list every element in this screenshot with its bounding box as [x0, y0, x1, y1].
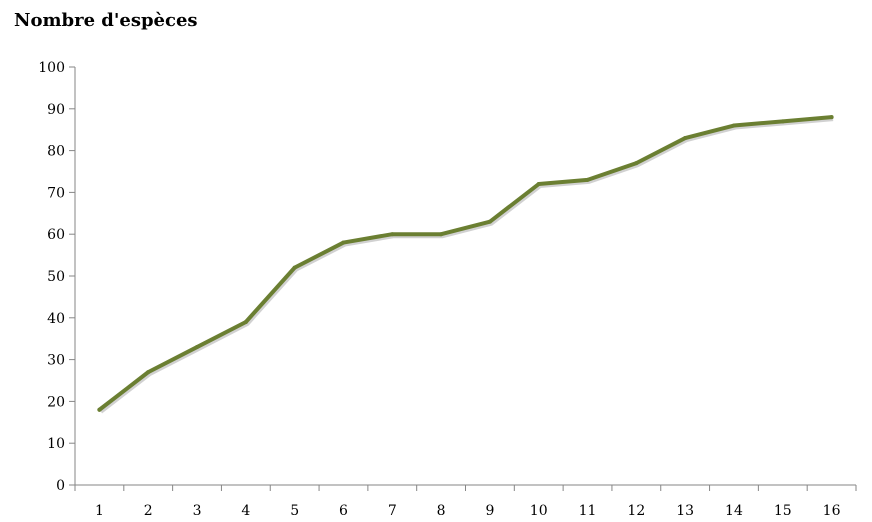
data-point — [731, 123, 736, 128]
data-point — [683, 136, 688, 141]
data-point — [829, 115, 834, 120]
data-point — [536, 182, 541, 187]
x-axis-ticks: 1 2 3 4 5 6 7 8 9 10 11 12 13 14 15 16 — [74, 485, 857, 519]
y-axis-ticks: 0 10 20 30 40 50 60 70 80 90 100 — [38, 60, 75, 494]
x-tick-label: 10 — [530, 503, 548, 519]
x-tick-label: 6 — [339, 503, 348, 519]
x-tick-label: 15 — [774, 503, 792, 519]
x-tick-label: 11 — [579, 503, 597, 519]
x-tick-label: 5 — [290, 503, 299, 519]
data-point — [195, 345, 200, 350]
y-tick-label: 100 — [38, 60, 65, 76]
x-tick-label: 2 — [144, 503, 153, 519]
data-point — [243, 319, 248, 324]
y-tick-label: 60 — [47, 227, 65, 243]
y-tick-label: 90 — [47, 102, 65, 118]
data-point — [341, 240, 346, 245]
y-tick-label: 80 — [47, 144, 65, 160]
data-point — [97, 407, 102, 412]
y-tick-label: 20 — [47, 394, 65, 410]
data-point — [146, 370, 151, 375]
y-tick-label: 0 — [56, 478, 65, 494]
x-tick-label: 8 — [437, 503, 446, 519]
data-point — [292, 265, 297, 270]
x-tick-label: 13 — [676, 503, 694, 519]
data-point — [487, 219, 492, 224]
data-point — [634, 161, 639, 166]
x-tick-label: 9 — [485, 503, 494, 519]
series-line — [97, 115, 834, 412]
x-tick-label: 16 — [823, 503, 841, 519]
x-tick-label: 4 — [241, 503, 250, 519]
series-layer — [97, 115, 834, 414]
x-tick-label: 7 — [388, 503, 397, 519]
x-tick-label: 1 — [95, 503, 104, 519]
y-tick-label: 40 — [47, 311, 65, 327]
y-tick-label: 70 — [47, 185, 65, 201]
series-line-shadow — [99, 117, 834, 414]
y-tick-label: 30 — [47, 353, 65, 369]
data-point — [585, 177, 590, 182]
x-tick-label: 14 — [725, 503, 743, 519]
data-point — [390, 232, 395, 237]
y-tick-label: 50 — [47, 269, 65, 285]
y-tick-label: 10 — [47, 436, 65, 452]
data-point — [780, 119, 785, 124]
x-tick-label: 3 — [193, 503, 202, 519]
chart-title: Nombre d'espèces — [14, 10, 198, 31]
data-point — [439, 232, 444, 237]
x-tick-label: 12 — [627, 503, 645, 519]
